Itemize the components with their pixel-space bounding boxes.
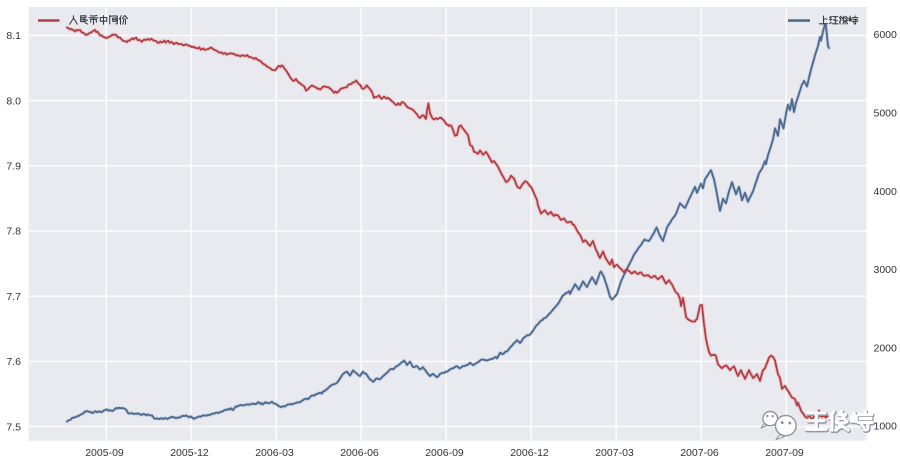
svg-text:4000: 4000 xyxy=(874,186,898,198)
svg-text:2006-06: 2006-06 xyxy=(340,447,379,459)
svg-text:7.7: 7.7 xyxy=(6,291,21,303)
svg-text:2007-03: 2007-03 xyxy=(595,447,634,459)
svg-text:7.9: 7.9 xyxy=(6,161,21,173)
svg-text:2007-06: 2007-06 xyxy=(680,447,719,459)
svg-text:7.5: 7.5 xyxy=(6,421,21,433)
svg-text:8.1: 8.1 xyxy=(6,30,21,42)
svg-text:2007-09: 2007-09 xyxy=(765,447,804,459)
svg-text:7.8: 7.8 xyxy=(6,226,21,238)
svg-text:2005-09: 2005-09 xyxy=(85,447,124,459)
svg-text:8.0: 8.0 xyxy=(6,95,21,107)
svg-text:2006-12: 2006-12 xyxy=(510,447,549,459)
svg-text:1000: 1000 xyxy=(874,421,898,433)
svg-text:2006-03: 2006-03 xyxy=(255,447,294,459)
svg-text:7.6: 7.6 xyxy=(6,356,21,368)
svg-text:5000: 5000 xyxy=(874,108,898,120)
svg-text:2000: 2000 xyxy=(874,342,898,354)
svg-text:2006-09: 2006-09 xyxy=(425,447,464,459)
svg-text:6000: 6000 xyxy=(874,29,898,41)
svg-text:3000: 3000 xyxy=(874,264,898,276)
svg-text:2005-12: 2005-12 xyxy=(170,447,209,459)
